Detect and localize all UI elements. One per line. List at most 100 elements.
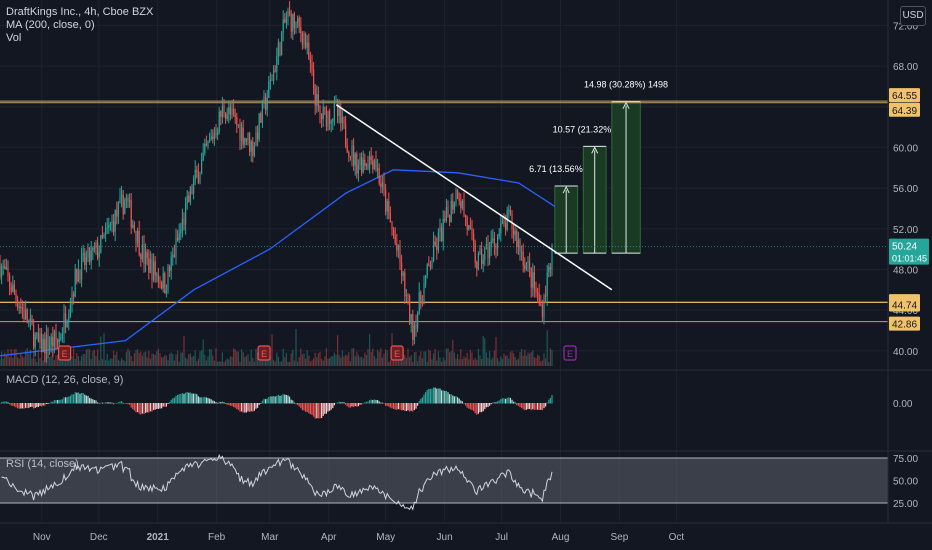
- candle-body: [31, 317, 33, 326]
- macd-bar: [233, 403, 235, 407]
- time-tick-label[interactable]: May: [376, 532, 395, 543]
- volume-bar: [324, 356, 326, 366]
- earnings-marker[interactable]: E: [563, 345, 577, 361]
- level-label[interactable]: 64.39: [892, 106, 917, 117]
- level-label[interactable]: 42.86: [892, 320, 917, 331]
- candle-body: [341, 117, 343, 124]
- volume-bar: [106, 353, 108, 366]
- level-label-tag[interactable]: [889, 297, 920, 312]
- earnings-marker[interactable]: E: [390, 345, 404, 361]
- macd-bar: [530, 403, 532, 411]
- volume-bar: [337, 335, 339, 366]
- volume-bar: [295, 329, 297, 366]
- candle-body: [63, 313, 65, 334]
- rsi-legend[interactable]: RSI (14, close): [6, 458, 79, 470]
- price-tick-label[interactable]: 52.00: [893, 225, 918, 236]
- volume-bar: [548, 361, 550, 366]
- time-tick-label[interactable]: Jun: [437, 532, 453, 543]
- macd-bar: [5, 401, 7, 404]
- candle-body: [220, 111, 222, 117]
- horizontal-levels[interactable]: [0, 100, 888, 323]
- time-tick-label[interactable]: Feb: [208, 532, 226, 543]
- time-tick-label[interactable]: Aug: [552, 532, 570, 543]
- time-tick-label[interactable]: 2021: [147, 532, 170, 543]
- candle-body: [162, 272, 164, 289]
- symbol-title[interactable]: DraftKings Inc., 4h, Cboe BZX: [6, 6, 154, 18]
- macd-bar: [364, 402, 366, 404]
- price-tick-label[interactable]: 40.00: [893, 347, 918, 358]
- macd-zero-label[interactable]: 0.00: [893, 399, 913, 410]
- rsi-level-label[interactable]: 25.00: [893, 499, 918, 510]
- time-tick-label[interactable]: Nov: [33, 532, 51, 543]
- volume-bar: [425, 351, 427, 366]
- price-tick-label[interactable]: 56.00: [893, 184, 918, 195]
- candle-body: [385, 189, 387, 212]
- candle-body: [92, 247, 94, 251]
- price-tick-label[interactable]: 48.00: [893, 265, 918, 276]
- candle-body: [121, 194, 123, 198]
- volume-bar: [468, 359, 470, 366]
- trendline-segment[interactable]: [335, 104, 613, 291]
- macd-bar: [45, 403, 47, 405]
- time-axis[interactable]: Nov Dec 2021 Feb Mar Apr May Jun Jul Aug Sep Oct: [33, 532, 684, 543]
- price-tick-label[interactable]: 72.00: [893, 21, 918, 32]
- macd-bar: [143, 403, 145, 415]
- price-tick-label[interactable]: 68.00: [893, 62, 918, 73]
- candle-body: [234, 114, 236, 118]
- earnings-marker[interactable]: E: [57, 345, 72, 361]
- time-tick-label[interactable]: Sep: [611, 532, 629, 543]
- price-axis[interactable]: 72.0068.0064.0060.0056.0052.0048.0044.00…: [889, 21, 929, 510]
- macd-legend[interactable]: MACD (12, 26, close, 9): [6, 374, 124, 386]
- last-price-label[interactable]: 50.24: [892, 242, 917, 253]
- candle-body: [119, 197, 121, 203]
- candle-body: [266, 98, 268, 111]
- volume-legend[interactable]: Vol: [6, 32, 22, 44]
- macd-bar: [210, 399, 212, 404]
- time-tick-label[interactable]: Apr: [321, 532, 337, 543]
- currency-button[interactable]: USD: [900, 6, 926, 26]
- candle-body: [41, 333, 43, 352]
- ma-legend[interactable]: MA (200, close, 0): [6, 19, 95, 31]
- time-tick-label[interactable]: Dec: [90, 532, 108, 543]
- macd-bar: [340, 402, 342, 404]
- candle-body: [378, 168, 380, 184]
- level-label-tag[interactable]: [889, 88, 920, 103]
- macd-bar: [4, 401, 6, 404]
- candle-body: [9, 275, 11, 287]
- volume-bar: [113, 350, 115, 366]
- macd-bar: [329, 403, 331, 411]
- volume-bar: [439, 357, 441, 366]
- rsi-level-label[interactable]: 75.00: [893, 454, 918, 465]
- last-price-tag[interactable]: [889, 238, 929, 265]
- level-label-tag[interactable]: [889, 102, 920, 117]
- trendline[interactable]: [335, 104, 613, 291]
- earnings-marker[interactable]: E: [257, 345, 271, 361]
- level-label-tag[interactable]: [889, 316, 920, 331]
- macd-bar: [426, 389, 428, 404]
- level-label[interactable]: 44.74: [892, 301, 917, 312]
- volume-bar: [215, 348, 217, 366]
- volume-bar: [373, 355, 375, 366]
- macd-bar: [178, 394, 180, 404]
- volume-bar: [242, 352, 244, 366]
- volume-bar: [85, 349, 87, 366]
- candle-body: [436, 245, 438, 250]
- rsi-level-label[interactable]: 50.00: [893, 477, 918, 488]
- price-tick-label[interactable]: 44.00: [893, 306, 918, 317]
- time-tick-label[interactable]: Mar: [261, 532, 279, 543]
- candle-body: [340, 108, 342, 124]
- volume-bar: [485, 352, 487, 366]
- volume-bar: [23, 357, 25, 366]
- macd-bar: [501, 398, 503, 404]
- time-tick-label[interactable]: Oct: [669, 532, 685, 543]
- candle-body: [7, 266, 9, 276]
- price-tick-label[interactable]: 60.00: [893, 143, 918, 154]
- time-tick-label[interactable]: Jul: [495, 532, 508, 543]
- macd-bar: [23, 403, 25, 409]
- volume-bar: [202, 339, 204, 366]
- macd-bar: [455, 396, 457, 404]
- macd-bar: [503, 398, 505, 404]
- level-label[interactable]: 64.55: [892, 91, 917, 102]
